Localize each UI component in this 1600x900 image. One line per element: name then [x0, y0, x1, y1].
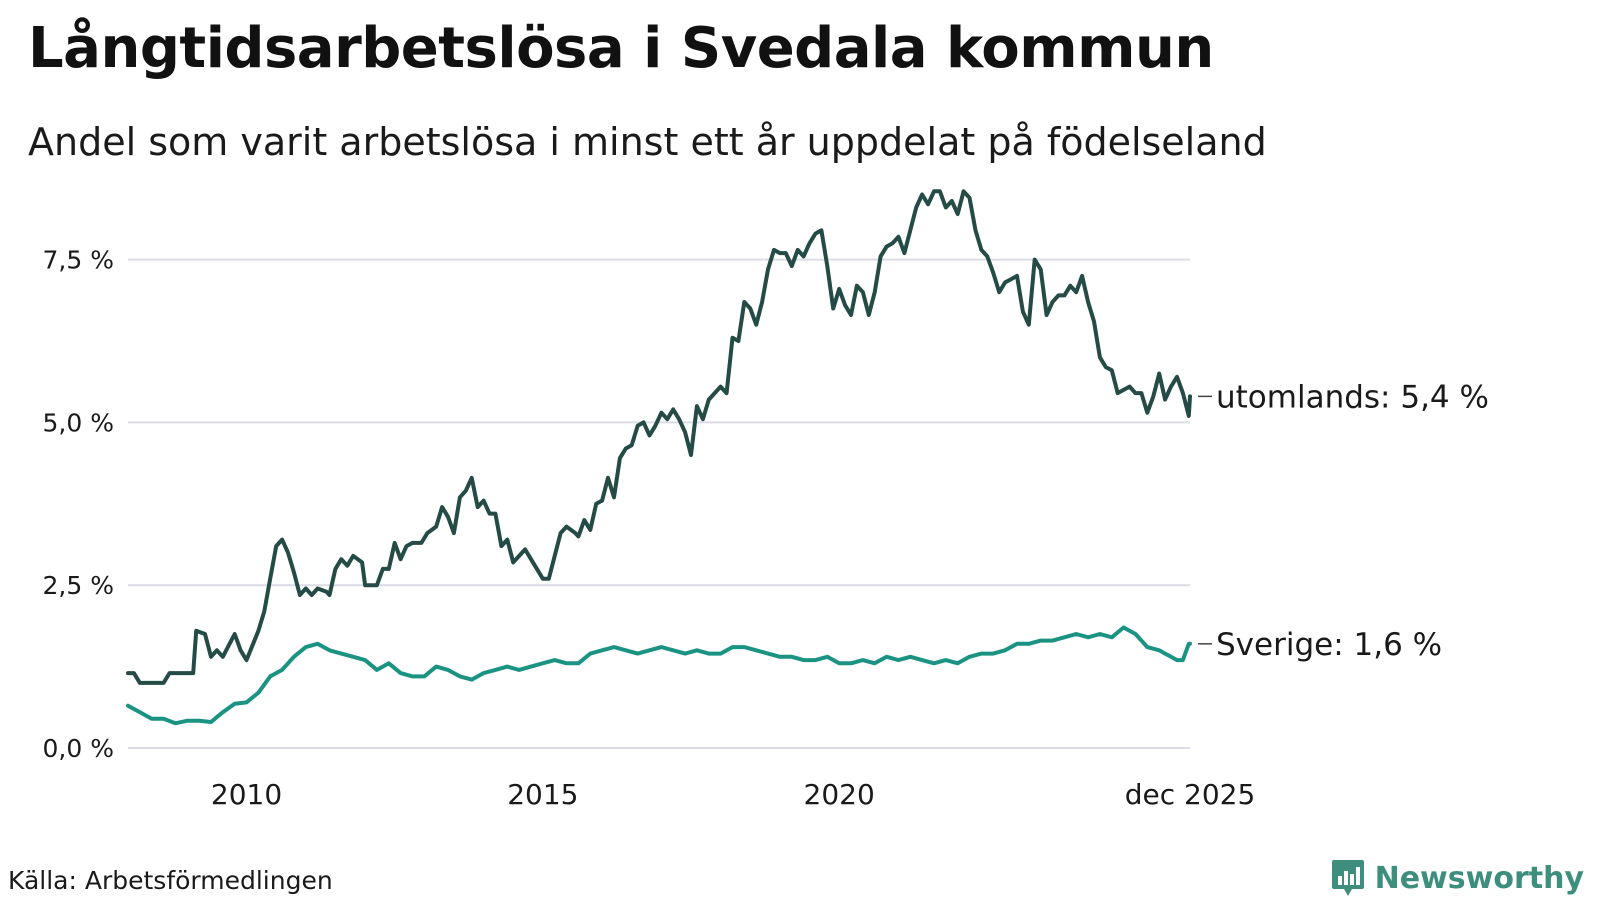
series-line-sverige	[126, 625, 1192, 726]
x-tick-label: 2015	[507, 778, 578, 811]
end-label-utomlands: utomlands: 5,4 %	[1216, 379, 1489, 415]
series-end-labels: utomlands: 5,4 % Sverige: 1,6 %	[1198, 379, 1489, 663]
y-tick-label: 7,5 %	[43, 246, 114, 275]
y-tick-label: 2,5 %	[43, 571, 114, 600]
y-tick-label: 5,0 %	[43, 408, 114, 437]
y-tick-label: 0,0 %	[43, 734, 114, 763]
x-tick-label: 2010	[211, 778, 282, 811]
x-tick-label: 2020	[804, 778, 875, 811]
gridlines	[128, 258, 1190, 749]
end-label-sverige: Sverige: 1,6 %	[1216, 627, 1442, 663]
brand: Newsworthy	[1331, 858, 1584, 898]
newsworthy-logo-icon	[1331, 860, 1364, 896]
chart-title: Långtidsarbetslösa i Svedala kommun	[28, 16, 1214, 81]
x-tick-label: dec 2025	[1125, 778, 1256, 811]
series-line-utomlands	[126, 189, 1192, 685]
chart-subtitle: Andel som varit arbetslösa i minst ett å…	[28, 120, 1267, 164]
brand-name: Newsworthy	[1374, 860, 1584, 896]
source-note: Källa: Arbetsförmedlingen	[8, 866, 333, 895]
x-axis-ticks: 2010 2015 2020 dec 2025	[211, 778, 1255, 811]
y-axis-ticks: 0,0 % 2,5 % 5,0 % 7,5 %	[43, 246, 114, 763]
series-group	[126, 189, 1192, 726]
